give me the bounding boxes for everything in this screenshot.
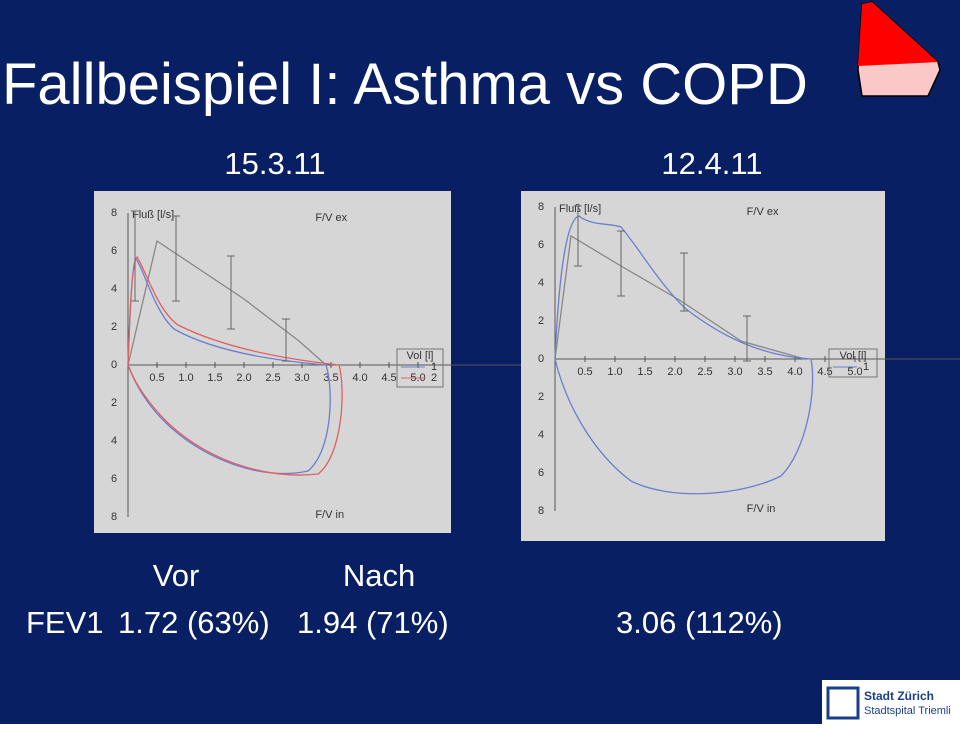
flow-volume-plot: 0.5 1.0 1.5 2.0 2.5 3.0 3.5 4.0 4.5 5.0864202468F… [94, 191, 737, 533]
y-tick-label: 0 [111, 359, 117, 371]
y-tick-label: 6 [111, 245, 117, 257]
fev1-label: FEV1 [26, 605, 104, 640]
x-tick-label: 3.5 [323, 372, 338, 384]
y-tick-label: 4 [111, 435, 117, 447]
date: 15.3.11 [224, 146, 325, 181]
curve [554, 234, 806, 360]
top-label: F/V ex [315, 212, 347, 224]
x-tick-label: 2.5 [697, 366, 712, 378]
y-tick-label: 8 [538, 505, 544, 517]
y-tick-label: 2 [111, 321, 117, 333]
x-tick-label: 1.5 [207, 372, 222, 384]
y-tick-label: 0 [538, 353, 544, 365]
logo-line2: Stadtspital Triemli [864, 705, 951, 717]
y-tick-label: 6 [538, 239, 544, 251]
fev1-followup: 3.06 (112%) [616, 605, 783, 640]
y-tick-label: 8 [538, 201, 544, 213]
x-tick-label: 3.5 [757, 366, 772, 378]
y-tick-label: 2 [111, 397, 117, 409]
x-tick-label: 2.0 [236, 372, 251, 384]
bottom-label: F/V in [747, 503, 776, 515]
legend-entry: 1 [863, 361, 869, 373]
y-axis-label: Fluß [l/s] [132, 209, 174, 221]
x-tick-label: 1.5 [637, 366, 652, 378]
plot-paper [521, 191, 885, 541]
y-tick-label: 4 [111, 283, 117, 295]
x-tick-label: 4.5 [817, 366, 832, 378]
legend-entry: 1 [431, 361, 437, 373]
legend-box [828, 348, 878, 378]
label-nach: Nach [343, 558, 415, 593]
flow-volume-plot: 0.5 1.0 1.5 2.0 2.5 3.0 3.5 4.0 4.5 5.0 8 6 4 2 0 2 4 6 8 F… [521, 191, 960, 541]
x-tick-label: 1.0 [607, 366, 622, 378]
y-tick-label: 8 [111, 511, 117, 523]
fev1-vor: 1.72 (63%) [118, 605, 270, 640]
label-vor: Vor [153, 558, 200, 593]
x-tick-label: 4.0 [787, 366, 802, 378]
x-tick-label: 2.5 [265, 372, 280, 384]
curve [554, 215, 814, 495]
bottom-label: F/V in [315, 509, 344, 521]
x-tick-label: 5.0 [847, 366, 862, 378]
curve [127, 256, 343, 476]
y-tick-label: 6 [538, 467, 544, 479]
y-tick-label: 2 [538, 315, 544, 327]
x-tick-label: 3.0 [294, 372, 309, 384]
legend-entry: 2 [431, 372, 437, 384]
fev1-nach: 1.94 (71%) [297, 605, 449, 640]
logo-emblem [826, 686, 860, 720]
legend-box [396, 348, 444, 388]
y-axis-label: Fluß [l/s] [559, 203, 601, 215]
legend-title: Vol [l] [840, 350, 867, 362]
logo-line1: Stadt Zürich [864, 689, 934, 703]
y-tick-label: 8 [111, 207, 117, 219]
y-tick-label: 4 [538, 429, 544, 441]
x-tick-label: 1.0 [178, 372, 193, 384]
x-tick-label: 4.5 [381, 372, 396, 384]
x-tick-label: 4.0 [352, 372, 367, 384]
date: 12.4.11 [661, 146, 762, 181]
y-tick-label: 4 [538, 277, 544, 289]
legend-title: Vol [l] [407, 350, 434, 362]
x-tick-label: 0.5 [149, 372, 164, 384]
logo-shape-red [858, 2, 938, 66]
slide-title: Fallbeispiel I: Asthma vs COPD [2, 52, 808, 117]
top-label: F/V ex [747, 206, 779, 218]
x-tick-label: 3.0 [727, 366, 742, 378]
y-tick-label: 2 [538, 391, 544, 403]
y-tick-label: 6 [111, 473, 117, 485]
x-tick-label: 0.5 [577, 366, 592, 378]
x-tick-label: 2.0 [667, 366, 682, 378]
